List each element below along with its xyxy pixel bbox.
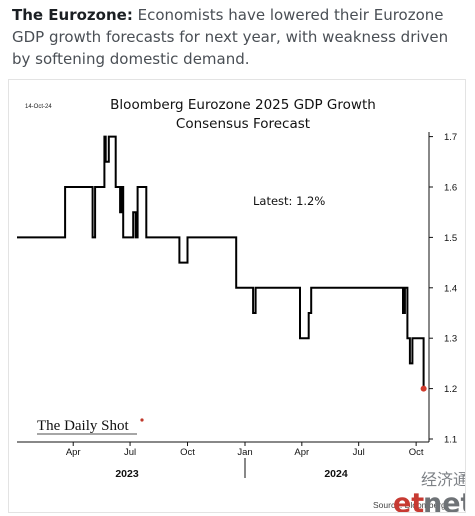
caption-text: Economists have lowered their Eurozone G… bbox=[12, 6, 449, 68]
series-line bbox=[17, 135, 425, 389]
year-label-2024: 2024 bbox=[324, 468, 348, 480]
x-tick-label: Oct bbox=[409, 447, 424, 458]
logo-dot-icon bbox=[140, 418, 144, 422]
watermark-net: net bbox=[423, 488, 465, 512]
chart-title-line1: Bloomberg Eurozone 2025 GDP Growth bbox=[110, 97, 376, 113]
year-label-2023: 2023 bbox=[115, 468, 139, 480]
etnet-watermark: 经济通 et net bbox=[393, 470, 465, 512]
y-tick-label: 1.7 bbox=[444, 132, 457, 143]
series-layer bbox=[17, 135, 427, 392]
x-tick-label: Apr bbox=[294, 447, 309, 458]
y-tick-label: 1.5 bbox=[444, 233, 457, 244]
x-tick-label: Apr bbox=[66, 447, 81, 458]
source-note: Source: Bloomberg bbox=[373, 500, 446, 510]
x-tick-label: Jul bbox=[353, 447, 365, 458]
x-tick-label: Jan bbox=[237, 447, 252, 458]
axes: 1.1 1.2 1.3 1.4 1.5 1.6 1.7 Apr Jul Oct Jan Apr Jul O… bbox=[17, 132, 457, 480]
x-tick-label: Jul bbox=[124, 447, 136, 458]
daily-shot-logo: The Daily Shot bbox=[37, 418, 144, 435]
caption-lead: The Eurozone: bbox=[12, 6, 133, 24]
latest-annotation: Latest: 1.2% bbox=[253, 194, 325, 208]
watermark-et: et bbox=[393, 488, 424, 512]
chart-title-line2: Consensus Forecast bbox=[176, 116, 310, 132]
x-tick-label: Oct bbox=[180, 447, 195, 458]
chart-card: 14-Oct-24 Bloomberg Eurozone 2025 GDP Gr… bbox=[9, 80, 465, 512]
y-tick-label: 1.4 bbox=[444, 283, 457, 294]
chart-caption: The Eurozone: Economists have lowered th… bbox=[12, 4, 467, 70]
gdp-forecast-chart: 14-Oct-24 Bloomberg Eurozone 2025 GDP Gr… bbox=[17, 97, 465, 512]
y-tick-label: 1.3 bbox=[444, 334, 457, 345]
y-tick-label: 1.2 bbox=[444, 384, 457, 395]
daily-shot-logo-text: The Daily Shot bbox=[37, 418, 129, 434]
watermark-chinese: 经济通 bbox=[421, 470, 465, 489]
chart-date-label: 14-Oct-24 bbox=[25, 104, 52, 110]
y-tick-label: 1.1 bbox=[444, 435, 457, 446]
y-tick-label: 1.6 bbox=[444, 183, 457, 194]
latest-point-marker bbox=[420, 385, 427, 392]
